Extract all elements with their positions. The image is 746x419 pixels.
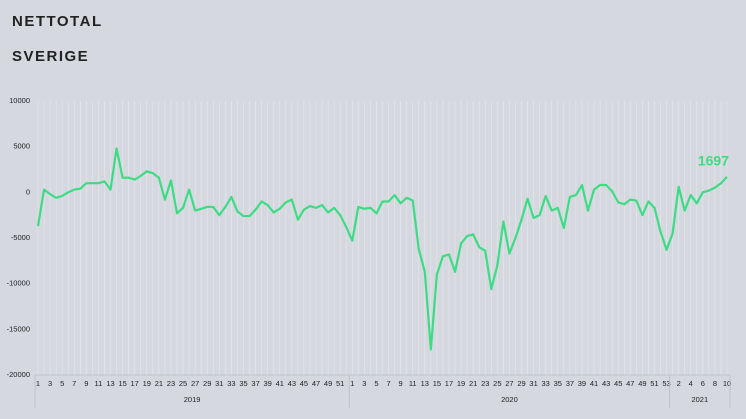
x-tick-label: 1 xyxy=(350,379,354,388)
x-tick-label: 4 xyxy=(689,379,693,388)
x-tick-label: 5 xyxy=(60,379,64,388)
x-tick-label: 29 xyxy=(517,379,525,388)
x-tick-label: 31 xyxy=(215,379,223,388)
x-tick-label: 37 xyxy=(566,379,574,388)
y-tick-label: 10000 xyxy=(9,96,30,105)
x-tick-label: 43 xyxy=(602,379,610,388)
x-tick-label: 3 xyxy=(48,379,52,388)
x-tick-label: 27 xyxy=(505,379,513,388)
x-tick-label: 19 xyxy=(457,379,465,388)
x-tick-label: 41 xyxy=(276,379,284,388)
x-tick-label: 39 xyxy=(578,379,586,388)
x-tick-label: 8 xyxy=(713,379,717,388)
x-tick-label: 47 xyxy=(626,379,634,388)
x-tick-label: 3 xyxy=(362,379,366,388)
x-tick-label: 27 xyxy=(191,379,199,388)
y-tick-label: 0 xyxy=(26,187,30,196)
x-tick-label: 33 xyxy=(542,379,550,388)
x-tick-label: 39 xyxy=(263,379,271,388)
y-tick-label: -20000 xyxy=(7,370,30,379)
x-tick-label: 13 xyxy=(421,379,429,388)
x-tick-label: 53 xyxy=(662,379,670,388)
x-tick-label: 23 xyxy=(167,379,175,388)
x-tick-label: 25 xyxy=(179,379,187,388)
x-tick-label: 21 xyxy=(469,379,477,388)
x-tick-label: 31 xyxy=(529,379,537,388)
chart-title: NETTOTAL xyxy=(12,13,103,30)
x-group-label: 2019 xyxy=(184,395,201,404)
x-tick-label: 29 xyxy=(203,379,211,388)
x-tick-label: 6 xyxy=(701,379,705,388)
x-tick-label: 7 xyxy=(386,379,390,388)
x-group-label: 2021 xyxy=(691,395,708,404)
x-tick-label: 11 xyxy=(95,379,103,388)
x-tick-label: 1 xyxy=(36,379,40,388)
x-tick-label: 17 xyxy=(445,379,453,388)
x-tick-label: 41 xyxy=(590,379,598,388)
x-tick-label: 23 xyxy=(481,379,489,388)
x-tick-label: 7 xyxy=(72,379,76,388)
x-tick-label: 9 xyxy=(399,379,403,388)
last-value-label: 1697 xyxy=(698,153,729,169)
x-tick-label: 47 xyxy=(312,379,320,388)
x-tick-label: 25 xyxy=(493,379,501,388)
x-tick-label: 33 xyxy=(227,379,235,388)
x-tick-label: 49 xyxy=(638,379,646,388)
x-tick-label: 45 xyxy=(300,379,308,388)
x-tick-label: 21 xyxy=(155,379,163,388)
x-tick-label: 37 xyxy=(251,379,259,388)
line-series xyxy=(36,147,728,351)
x-tick-label: 19 xyxy=(143,379,151,388)
x-tick-label: 45 xyxy=(614,379,622,388)
x-tick-label: 51 xyxy=(336,379,344,388)
x-tick-label: 51 xyxy=(650,379,658,388)
x-group-label: 2020 xyxy=(501,395,518,404)
x-tick-label: 9 xyxy=(84,379,88,388)
x-tick-label: 10 xyxy=(723,379,731,388)
y-tick-label: 5000 xyxy=(13,142,30,151)
x-tick-label: 11 xyxy=(409,379,417,388)
x-tick-label: 15 xyxy=(433,379,441,388)
x-tick-label: 15 xyxy=(118,379,126,388)
y-tick-label: -15000 xyxy=(7,324,30,333)
x-tick-label: 35 xyxy=(239,379,247,388)
chart-subtitle: SVERIGE xyxy=(12,48,89,65)
x-tick-label: 35 xyxy=(554,379,562,388)
x-tick-label: 2 xyxy=(677,379,681,388)
y-tick-label: -5000 xyxy=(11,233,30,242)
y-tick-label: -10000 xyxy=(7,279,30,288)
x-tick-label: 13 xyxy=(106,379,114,388)
x-tick-label: 17 xyxy=(131,379,139,388)
x-tick-label: 43 xyxy=(288,379,296,388)
x-tick-label: 5 xyxy=(374,379,378,388)
x-tick-label: 49 xyxy=(324,379,332,388)
